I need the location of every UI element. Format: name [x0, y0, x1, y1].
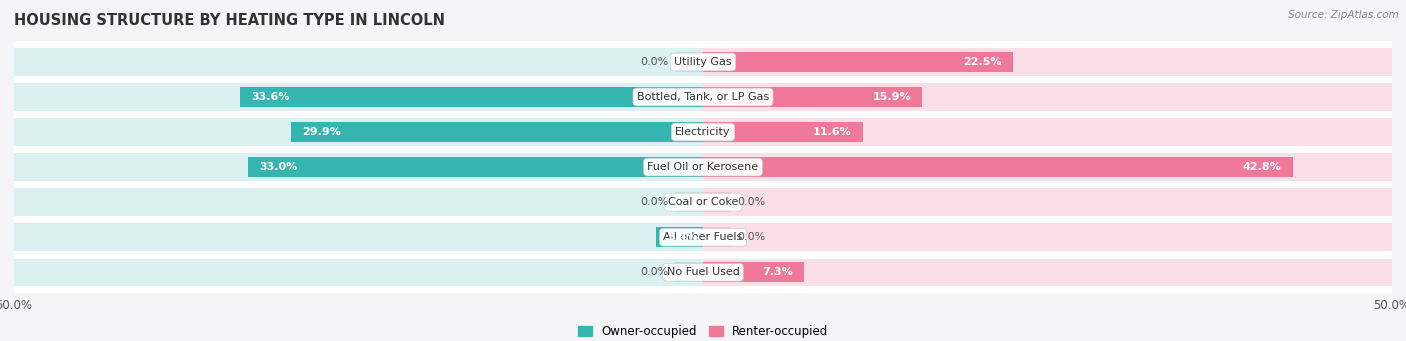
Bar: [703, 157, 1292, 177]
Bar: [14, 223, 703, 251]
Text: 11.6%: 11.6%: [813, 127, 852, 137]
Bar: [675, 52, 703, 72]
Text: 33.6%: 33.6%: [252, 92, 290, 102]
Text: No Fuel Used: No Fuel Used: [666, 267, 740, 277]
Bar: [675, 192, 703, 212]
Bar: [703, 48, 1392, 76]
Bar: [249, 157, 703, 177]
Text: Bottled, Tank, or LP Gas: Bottled, Tank, or LP Gas: [637, 92, 769, 102]
Text: Electricity: Electricity: [675, 127, 731, 137]
Bar: [703, 153, 1392, 181]
Bar: [675, 262, 703, 282]
Text: 15.9%: 15.9%: [873, 92, 911, 102]
Text: 0.0%: 0.0%: [738, 232, 766, 242]
Bar: [657, 227, 703, 247]
Text: 29.9%: 29.9%: [302, 127, 340, 137]
Bar: [703, 87, 922, 107]
Text: Utility Gas: Utility Gas: [675, 57, 731, 67]
FancyBboxPatch shape: [14, 35, 1392, 89]
Bar: [703, 122, 863, 142]
Bar: [703, 262, 804, 282]
Bar: [703, 189, 1392, 216]
Text: Source: ZipAtlas.com: Source: ZipAtlas.com: [1288, 10, 1399, 20]
Text: 0.0%: 0.0%: [640, 57, 669, 67]
Bar: [14, 153, 703, 181]
Bar: [703, 223, 1392, 251]
FancyBboxPatch shape: [14, 140, 1392, 194]
Bar: [703, 118, 1392, 146]
Text: 3.4%: 3.4%: [668, 232, 697, 242]
FancyBboxPatch shape: [14, 70, 1392, 124]
Bar: [703, 192, 731, 212]
Legend: Owner-occupied, Renter-occupied: Owner-occupied, Renter-occupied: [572, 321, 834, 341]
Text: 0.0%: 0.0%: [640, 197, 669, 207]
Bar: [703, 227, 731, 247]
Text: HOUSING STRUCTURE BY HEATING TYPE IN LINCOLN: HOUSING STRUCTURE BY HEATING TYPE IN LIN…: [14, 13, 446, 28]
Bar: [14, 48, 703, 76]
Bar: [14, 83, 703, 111]
Bar: [14, 118, 703, 146]
Text: All other Fuels: All other Fuels: [664, 232, 742, 242]
Text: 33.0%: 33.0%: [259, 162, 298, 172]
Text: Coal or Coke: Coal or Coke: [668, 197, 738, 207]
Text: 0.0%: 0.0%: [738, 197, 766, 207]
Text: 42.8%: 42.8%: [1243, 162, 1282, 172]
FancyBboxPatch shape: [14, 246, 1392, 299]
FancyBboxPatch shape: [14, 210, 1392, 264]
Text: 0.0%: 0.0%: [640, 267, 669, 277]
Text: 7.3%: 7.3%: [762, 267, 793, 277]
Bar: [14, 189, 703, 216]
Bar: [703, 52, 1012, 72]
Bar: [291, 122, 703, 142]
FancyBboxPatch shape: [14, 176, 1392, 229]
Bar: [14, 258, 703, 286]
Bar: [703, 83, 1392, 111]
Text: 22.5%: 22.5%: [963, 57, 1002, 67]
Bar: [703, 258, 1392, 286]
Bar: [240, 87, 703, 107]
FancyBboxPatch shape: [14, 105, 1392, 159]
Text: Fuel Oil or Kerosene: Fuel Oil or Kerosene: [647, 162, 759, 172]
